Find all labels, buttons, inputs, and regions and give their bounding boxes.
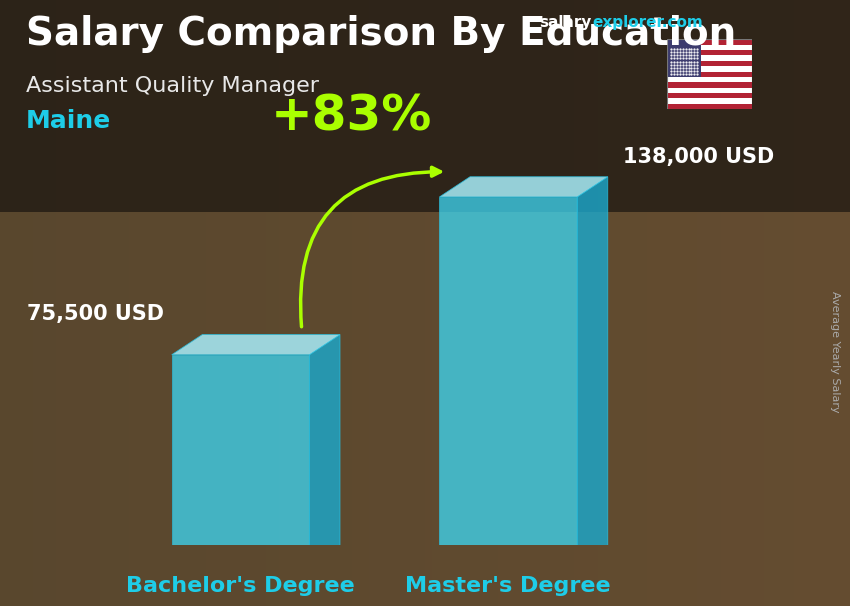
Polygon shape xyxy=(172,355,309,545)
Bar xyxy=(667,72,752,77)
Bar xyxy=(667,50,752,56)
Bar xyxy=(667,39,752,45)
Text: salary: salary xyxy=(540,15,592,30)
Bar xyxy=(667,82,752,88)
Text: 138,000 USD: 138,000 USD xyxy=(623,147,774,167)
Text: Maine: Maine xyxy=(26,109,110,133)
Polygon shape xyxy=(439,177,608,197)
Bar xyxy=(667,61,752,66)
Text: +83%: +83% xyxy=(271,92,432,140)
Bar xyxy=(667,56,752,61)
Bar xyxy=(667,88,752,93)
Bar xyxy=(667,39,701,77)
Bar xyxy=(667,98,752,104)
Bar xyxy=(667,66,752,72)
Text: Master's Degree: Master's Degree xyxy=(405,576,611,596)
Bar xyxy=(667,45,752,50)
Text: Assistant Quality Manager: Assistant Quality Manager xyxy=(26,76,319,96)
Bar xyxy=(667,104,752,109)
Polygon shape xyxy=(439,197,577,545)
Bar xyxy=(0,0,850,212)
Text: 75,500 USD: 75,500 USD xyxy=(27,304,164,324)
Text: explorer.com: explorer.com xyxy=(592,15,703,30)
Polygon shape xyxy=(309,335,340,545)
Bar xyxy=(667,93,752,98)
Text: Salary Comparison By Education: Salary Comparison By Education xyxy=(26,15,736,53)
Text: Average Yearly Salary: Average Yearly Salary xyxy=(830,291,840,412)
Polygon shape xyxy=(172,335,340,355)
Polygon shape xyxy=(577,177,608,545)
Bar xyxy=(667,77,752,82)
Text: Bachelor's Degree: Bachelor's Degree xyxy=(126,576,355,596)
